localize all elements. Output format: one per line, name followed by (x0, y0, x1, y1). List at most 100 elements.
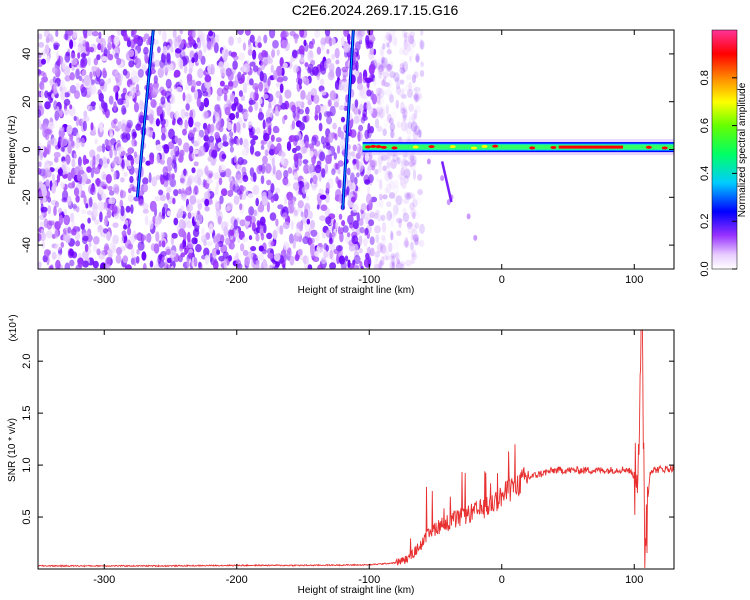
heatmap-noise-cell (410, 241, 414, 251)
heatmap-noise-cell (117, 146, 125, 152)
heatmap-noise-cell (404, 237, 409, 249)
heatmap-noise-cell (204, 198, 210, 207)
heatmap-noise-cell (259, 216, 266, 226)
heatmap-noise-cell (185, 103, 190, 111)
heatmap-noise-cell (312, 66, 319, 76)
heatmap-noise-cell (160, 96, 166, 105)
heatmap-noise-cell (82, 235, 89, 241)
heatmap-noise-cell (319, 78, 325, 86)
heatmap-noise-cell (69, 84, 77, 94)
heatmap-noise-cell (75, 82, 80, 91)
heatmap-noise-cell (97, 186, 103, 194)
heatmap-noise-cell (379, 197, 384, 208)
heatmap-noise-cell (249, 167, 255, 177)
heatmap-noise-cell (343, 42, 351, 53)
heatmap-noise-cell (327, 150, 332, 155)
heatmap-noise-cell (242, 122, 246, 129)
heatmap-noise-cell (63, 208, 68, 216)
heatmap-noise-cell (41, 241, 45, 249)
heatmap-noise-cell (63, 214, 71, 226)
heatmap-noise-cell (250, 139, 256, 146)
heatmap-noise-cell (347, 214, 354, 225)
heatmap-noise-cell (402, 240, 410, 247)
heatmap-noise-cell (245, 30, 251, 36)
heatmap-noise-cell (170, 45, 174, 53)
heatmap-noise-cell (334, 47, 340, 59)
heatmap-noise-cell (96, 248, 101, 256)
signal-peak (428, 145, 435, 149)
heatmap-noise-cell (381, 79, 385, 86)
heatmap-noise-cell (193, 211, 198, 223)
heatmap-noise-cell (206, 178, 213, 184)
heatmap-noise-cell (404, 241, 410, 249)
heatmap-noise-cell (396, 120, 400, 129)
signal-peak (481, 144, 488, 148)
heatmap-noise-cell (128, 91, 136, 100)
heatmap-noise-cell (293, 209, 298, 216)
heatmap-noise-cell (113, 156, 120, 164)
heatmap-noise-cell (400, 178, 406, 185)
heatmap-noise-cell (157, 46, 161, 54)
heatmap-noise-cell (401, 158, 409, 169)
heatmap-noise-cell (195, 80, 202, 86)
heatmap-noise-cell (375, 200, 381, 209)
heatmap-noise-cell (141, 234, 146, 241)
heatmap-noise-cell (328, 237, 333, 245)
heatmap-noise-cell (408, 40, 415, 52)
heatmap-noise-cell (325, 182, 330, 193)
heatmap-noise-cell (133, 256, 137, 267)
heatmap-noise-cell (309, 219, 316, 230)
heatmap-noise-cell (228, 50, 232, 57)
heatmap-noise-cell (380, 244, 388, 255)
heatmap-noise-cell (272, 39, 279, 49)
heatmap-noise-cell (328, 243, 336, 250)
heatmap-noise-cell (354, 176, 358, 185)
heatmap-noise-cell (257, 204, 265, 213)
heatmap-noise-cell (208, 172, 213, 179)
heatmap-noise-cell (103, 201, 108, 209)
heatmap-noise-cell (53, 205, 57, 216)
heatmap-noise-cell (242, 42, 246, 51)
heatmap-noise-cell (380, 214, 386, 221)
heatmap-noise-cell (120, 235, 125, 244)
heatmap-noise-cell (336, 145, 341, 155)
heatmap-noise-cell (221, 221, 228, 232)
heatmap-tail (440, 161, 453, 203)
heatmap-noise-cell (297, 158, 303, 167)
heatmap-noise-cell (378, 163, 382, 174)
heatmap-noise-cell (325, 154, 331, 165)
heatmap-noise-cell (266, 109, 270, 119)
heatmap-noise-cell (314, 30, 320, 38)
heatmap-noise-cell (193, 89, 199, 100)
heatmap-noise-cell (220, 188, 228, 197)
heatmap-noise-cell (389, 94, 394, 104)
heatmap-noise-cell (291, 49, 298, 59)
heatmap-noise-cell (235, 252, 239, 262)
heatmap-noise-cell (388, 117, 394, 125)
heatmap-noise-cell (48, 220, 55, 226)
heatmap-noise-cell (41, 58, 46, 65)
heatmap-noise-cell (397, 159, 404, 165)
heatmap-noise-cell (245, 189, 249, 197)
heatmap-noise-cell (382, 43, 386, 50)
heatmap-noise-cell (395, 99, 399, 105)
heatmap-noise-cell (40, 203, 44, 214)
heatmap-noise-cell (369, 160, 376, 168)
heatmap-noise-cell (382, 71, 390, 79)
heatmap-noise-cell (44, 128, 52, 135)
heatmap-noise-cell (57, 168, 63, 175)
heatmap-noise-cell (203, 97, 210, 108)
heatmap-noise-cell (379, 241, 384, 250)
heatmap-noise-cell (155, 174, 161, 181)
heatmap-noise-cell (403, 31, 410, 39)
heatmap-noise-cell (80, 86, 88, 98)
heatmap-noise-cell (287, 167, 293, 174)
heatmap-noise-cell (73, 187, 80, 197)
heatmap-noise-cell (404, 32, 408, 43)
heatmap-noise-cell (311, 136, 317, 146)
heatmap-noise-cell (53, 44, 59, 51)
heatmap-noise-cell (191, 167, 196, 174)
heatmap-noise-cell (87, 57, 91, 66)
heatmap-noise-cell (388, 180, 395, 190)
heatmap-noise-cell (186, 258, 190, 268)
